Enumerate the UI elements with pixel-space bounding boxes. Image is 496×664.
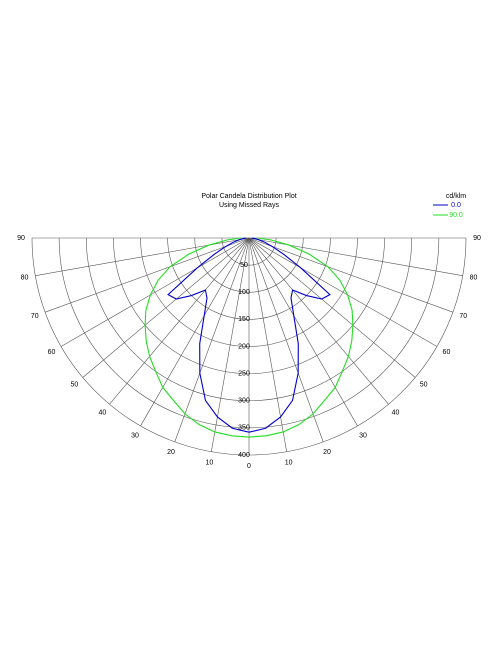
angle-label: 20 bbox=[167, 449, 175, 456]
angle-label: 10 bbox=[285, 459, 293, 466]
angle-label: 10 bbox=[206, 459, 214, 466]
angle-label: 30 bbox=[131, 432, 139, 439]
series-line bbox=[144, 237, 250, 438]
grid-spoke bbox=[248, 237, 358, 427]
grid-spoke bbox=[211, 237, 250, 452]
grid-spoke bbox=[44, 237, 250, 313]
angle-label: 50 bbox=[420, 381, 428, 388]
legend-title: cd/klm bbox=[446, 193, 466, 200]
angle-label: 50 bbox=[70, 381, 78, 388]
angle-label: 80 bbox=[470, 274, 478, 281]
angle-label: 90 bbox=[473, 235, 481, 242]
angle-label: 40 bbox=[99, 410, 107, 417]
r-tick-label: 150 bbox=[238, 316, 250, 323]
angle-label: 80 bbox=[21, 274, 29, 281]
grid-spoke bbox=[248, 237, 287, 452]
series-line bbox=[167, 237, 250, 433]
angle-label: 70 bbox=[31, 313, 39, 320]
angle-label: 60 bbox=[443, 349, 451, 356]
grid-spoke bbox=[248, 237, 389, 405]
grid-spoke bbox=[140, 237, 250, 427]
angle-label: 90 bbox=[17, 235, 25, 242]
grid-spoke bbox=[109, 237, 250, 405]
angle-label: 40 bbox=[392, 410, 400, 417]
grid-spoke bbox=[82, 237, 250, 378]
grid-spoke bbox=[248, 237, 438, 347]
r-tick-label: 350 bbox=[238, 425, 250, 432]
series-line bbox=[248, 237, 354, 438]
legend-label: 90.0 bbox=[449, 212, 463, 219]
chart-subtitle: Using Missed Rays bbox=[219, 202, 279, 209]
r-tick-label: 250 bbox=[238, 370, 250, 377]
legend-label: 0.0 bbox=[451, 202, 461, 209]
angle-label: 20 bbox=[323, 449, 331, 456]
grid-spoke bbox=[248, 237, 454, 313]
r-tick-label: 200 bbox=[238, 343, 250, 350]
grid-spoke bbox=[174, 237, 250, 443]
grid-spoke bbox=[248, 237, 324, 443]
angle-label: 30 bbox=[359, 432, 367, 439]
grid-spoke bbox=[248, 237, 416, 378]
r-tick-label: 100 bbox=[238, 289, 250, 296]
series-line bbox=[248, 237, 331, 433]
r-tick-label: 300 bbox=[238, 398, 250, 405]
grid-spoke bbox=[60, 237, 250, 347]
r-tick-label: 50 bbox=[240, 262, 248, 269]
angle-label: 70 bbox=[459, 313, 467, 320]
chart-title: Polar Candela Distribution Plot bbox=[201, 193, 296, 200]
angle-label: 0 bbox=[247, 463, 251, 470]
angle-label: 60 bbox=[48, 349, 56, 356]
r-tick-label: 400 bbox=[238, 452, 250, 459]
